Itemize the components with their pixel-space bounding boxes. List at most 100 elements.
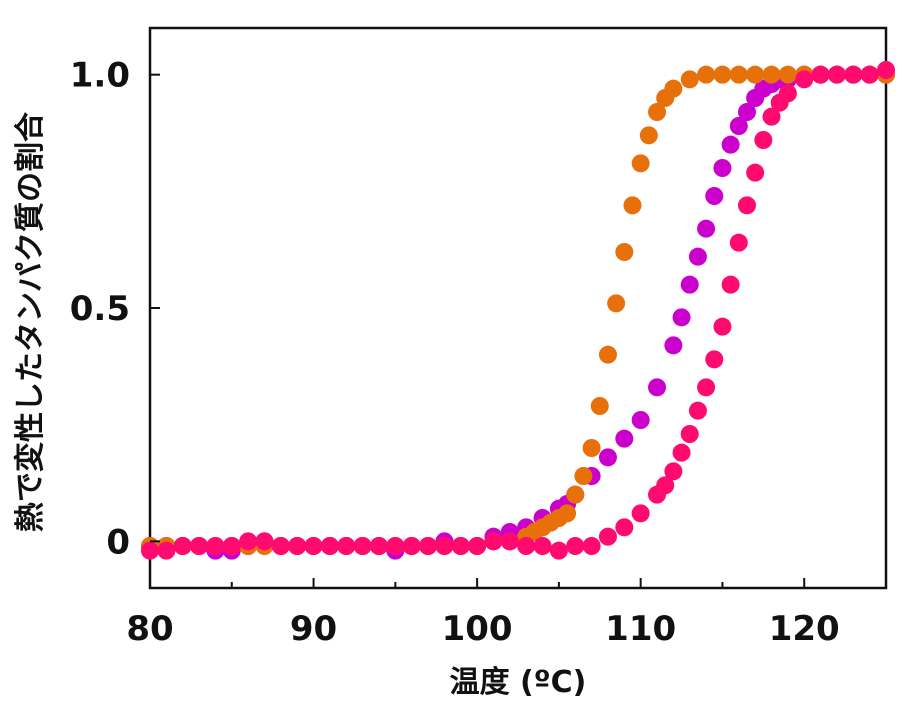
data-point-series-2 [615, 243, 634, 261]
y-tick-label: 0.5 [70, 289, 130, 329]
data-point-series-2 [623, 196, 642, 215]
data-point-series-2 [729, 65, 748, 84]
x-tick-label: 120 [769, 609, 840, 649]
data-point-series-2 [598, 345, 617, 364]
data-point-series-2 [558, 504, 577, 523]
data-point-series-2 [713, 65, 732, 84]
data-point-series-2 [566, 485, 585, 504]
data-point-series-1 [615, 429, 634, 448]
data-point-series-2 [697, 65, 716, 84]
data-point-series-3 [206, 537, 225, 555]
data-point-series-3 [369, 537, 388, 555]
data-point-series-2 [778, 65, 797, 84]
data-point-series-3 [386, 537, 405, 555]
data-point-series-3 [500, 532, 519, 551]
data-point-series-3 [795, 70, 814, 89]
data-point-series-2 [680, 70, 699, 89]
data-point-series-3 [353, 537, 372, 555]
data-point-series-3 [778, 84, 797, 103]
y-tick-label: 1.0 [70, 56, 130, 96]
data-point-series-3 [517, 537, 536, 555]
data-point-series-3 [484, 532, 503, 551]
data-point-series-3 [737, 196, 756, 215]
data-point-series-3 [271, 537, 290, 555]
x-tick-label: 100 [442, 609, 513, 649]
data-point-series-2 [746, 65, 765, 84]
data-point-series-3 [811, 65, 830, 84]
data-point-series-3 [468, 537, 487, 555]
data-point-series-3 [337, 537, 356, 555]
data-point-series-2 [582, 439, 601, 457]
data-point-series-3 [713, 317, 732, 336]
data-point-series-3 [190, 537, 209, 555]
data-point-series-1 [697, 219, 716, 238]
data-point-series-3 [320, 537, 339, 555]
data-point-series-3 [631, 504, 650, 523]
data-point-series-1 [713, 159, 732, 177]
data-points [141, 61, 895, 560]
x-tick-label: 110 [605, 609, 676, 649]
data-point-series-3 [402, 537, 421, 555]
data-point-series-3 [549, 541, 568, 560]
data-point-series-3 [877, 61, 895, 79]
data-point-series-1 [598, 448, 617, 467]
data-point-series-2 [631, 154, 650, 173]
y-tick-label: 0 [106, 522, 130, 562]
data-point-series-2 [762, 65, 781, 84]
data-point-series-1 [672, 308, 691, 327]
data-point-series-3 [419, 537, 438, 555]
data-point-series-3 [656, 476, 675, 495]
data-point-series-3 [729, 233, 748, 252]
data-point-series-2 [607, 294, 626, 313]
x-axis-ticks: 80 90 100 110 120 [126, 578, 887, 649]
data-point-series-3 [566, 537, 585, 555]
data-point-series-3 [598, 527, 617, 546]
x-tick-label: 80 [126, 609, 173, 649]
data-point-series-2 [664, 79, 683, 98]
data-point-series-3 [288, 537, 307, 555]
data-point-series-3 [705, 350, 724, 369]
data-point-series-3 [582, 537, 601, 555]
data-point-series-3 [239, 532, 258, 551]
y-axis-title: 熱で変性したタンパク質の割合 [13, 112, 48, 532]
data-point-series-1 [680, 275, 699, 294]
data-point-series-2 [574, 467, 593, 485]
data-point-series-3 [435, 537, 454, 555]
data-point-series-3 [304, 537, 323, 555]
x-axis-title: 温度 (ºC) [450, 665, 587, 700]
data-point-series-3 [680, 425, 699, 443]
data-point-series-3 [860, 65, 879, 84]
data-point-series-1 [705, 187, 724, 205]
data-point-series-1 [631, 411, 650, 429]
data-point-series-3 [222, 537, 241, 555]
data-point-series-3 [451, 537, 470, 555]
data-point-series-3 [688, 401, 707, 420]
data-point-series-1 [648, 378, 667, 397]
data-point-series-3 [157, 541, 176, 560]
data-point-series-3 [697, 378, 716, 397]
data-point-series-1 [721, 135, 740, 154]
data-point-series-1 [737, 103, 756, 121]
data-point-series-3 [746, 163, 765, 182]
data-point-series-3 [827, 65, 846, 84]
data-point-series-3 [844, 65, 863, 84]
data-point-series-1 [688, 247, 707, 266]
data-point-series-1 [664, 336, 683, 355]
x-tick-label: 90 [290, 609, 337, 649]
data-point-series-3 [141, 541, 159, 560]
data-point-series-3 [721, 275, 740, 294]
data-point-series-3 [173, 537, 192, 555]
data-point-series-3 [672, 443, 691, 462]
y-axis-ticks: 0 0.5 1.0 [70, 56, 160, 562]
data-point-series-2 [648, 103, 667, 121]
data-point-series-1 [729, 117, 748, 135]
data-point-series-3 [664, 462, 683, 481]
data-point-series-2 [590, 397, 609, 415]
data-point-series-2 [639, 126, 658, 145]
data-point-series-3 [255, 532, 274, 551]
data-point-series-3 [754, 131, 773, 149]
data-point-series-3 [533, 537, 552, 555]
data-point-series-3 [762, 107, 781, 126]
data-point-series-3 [615, 518, 634, 537]
